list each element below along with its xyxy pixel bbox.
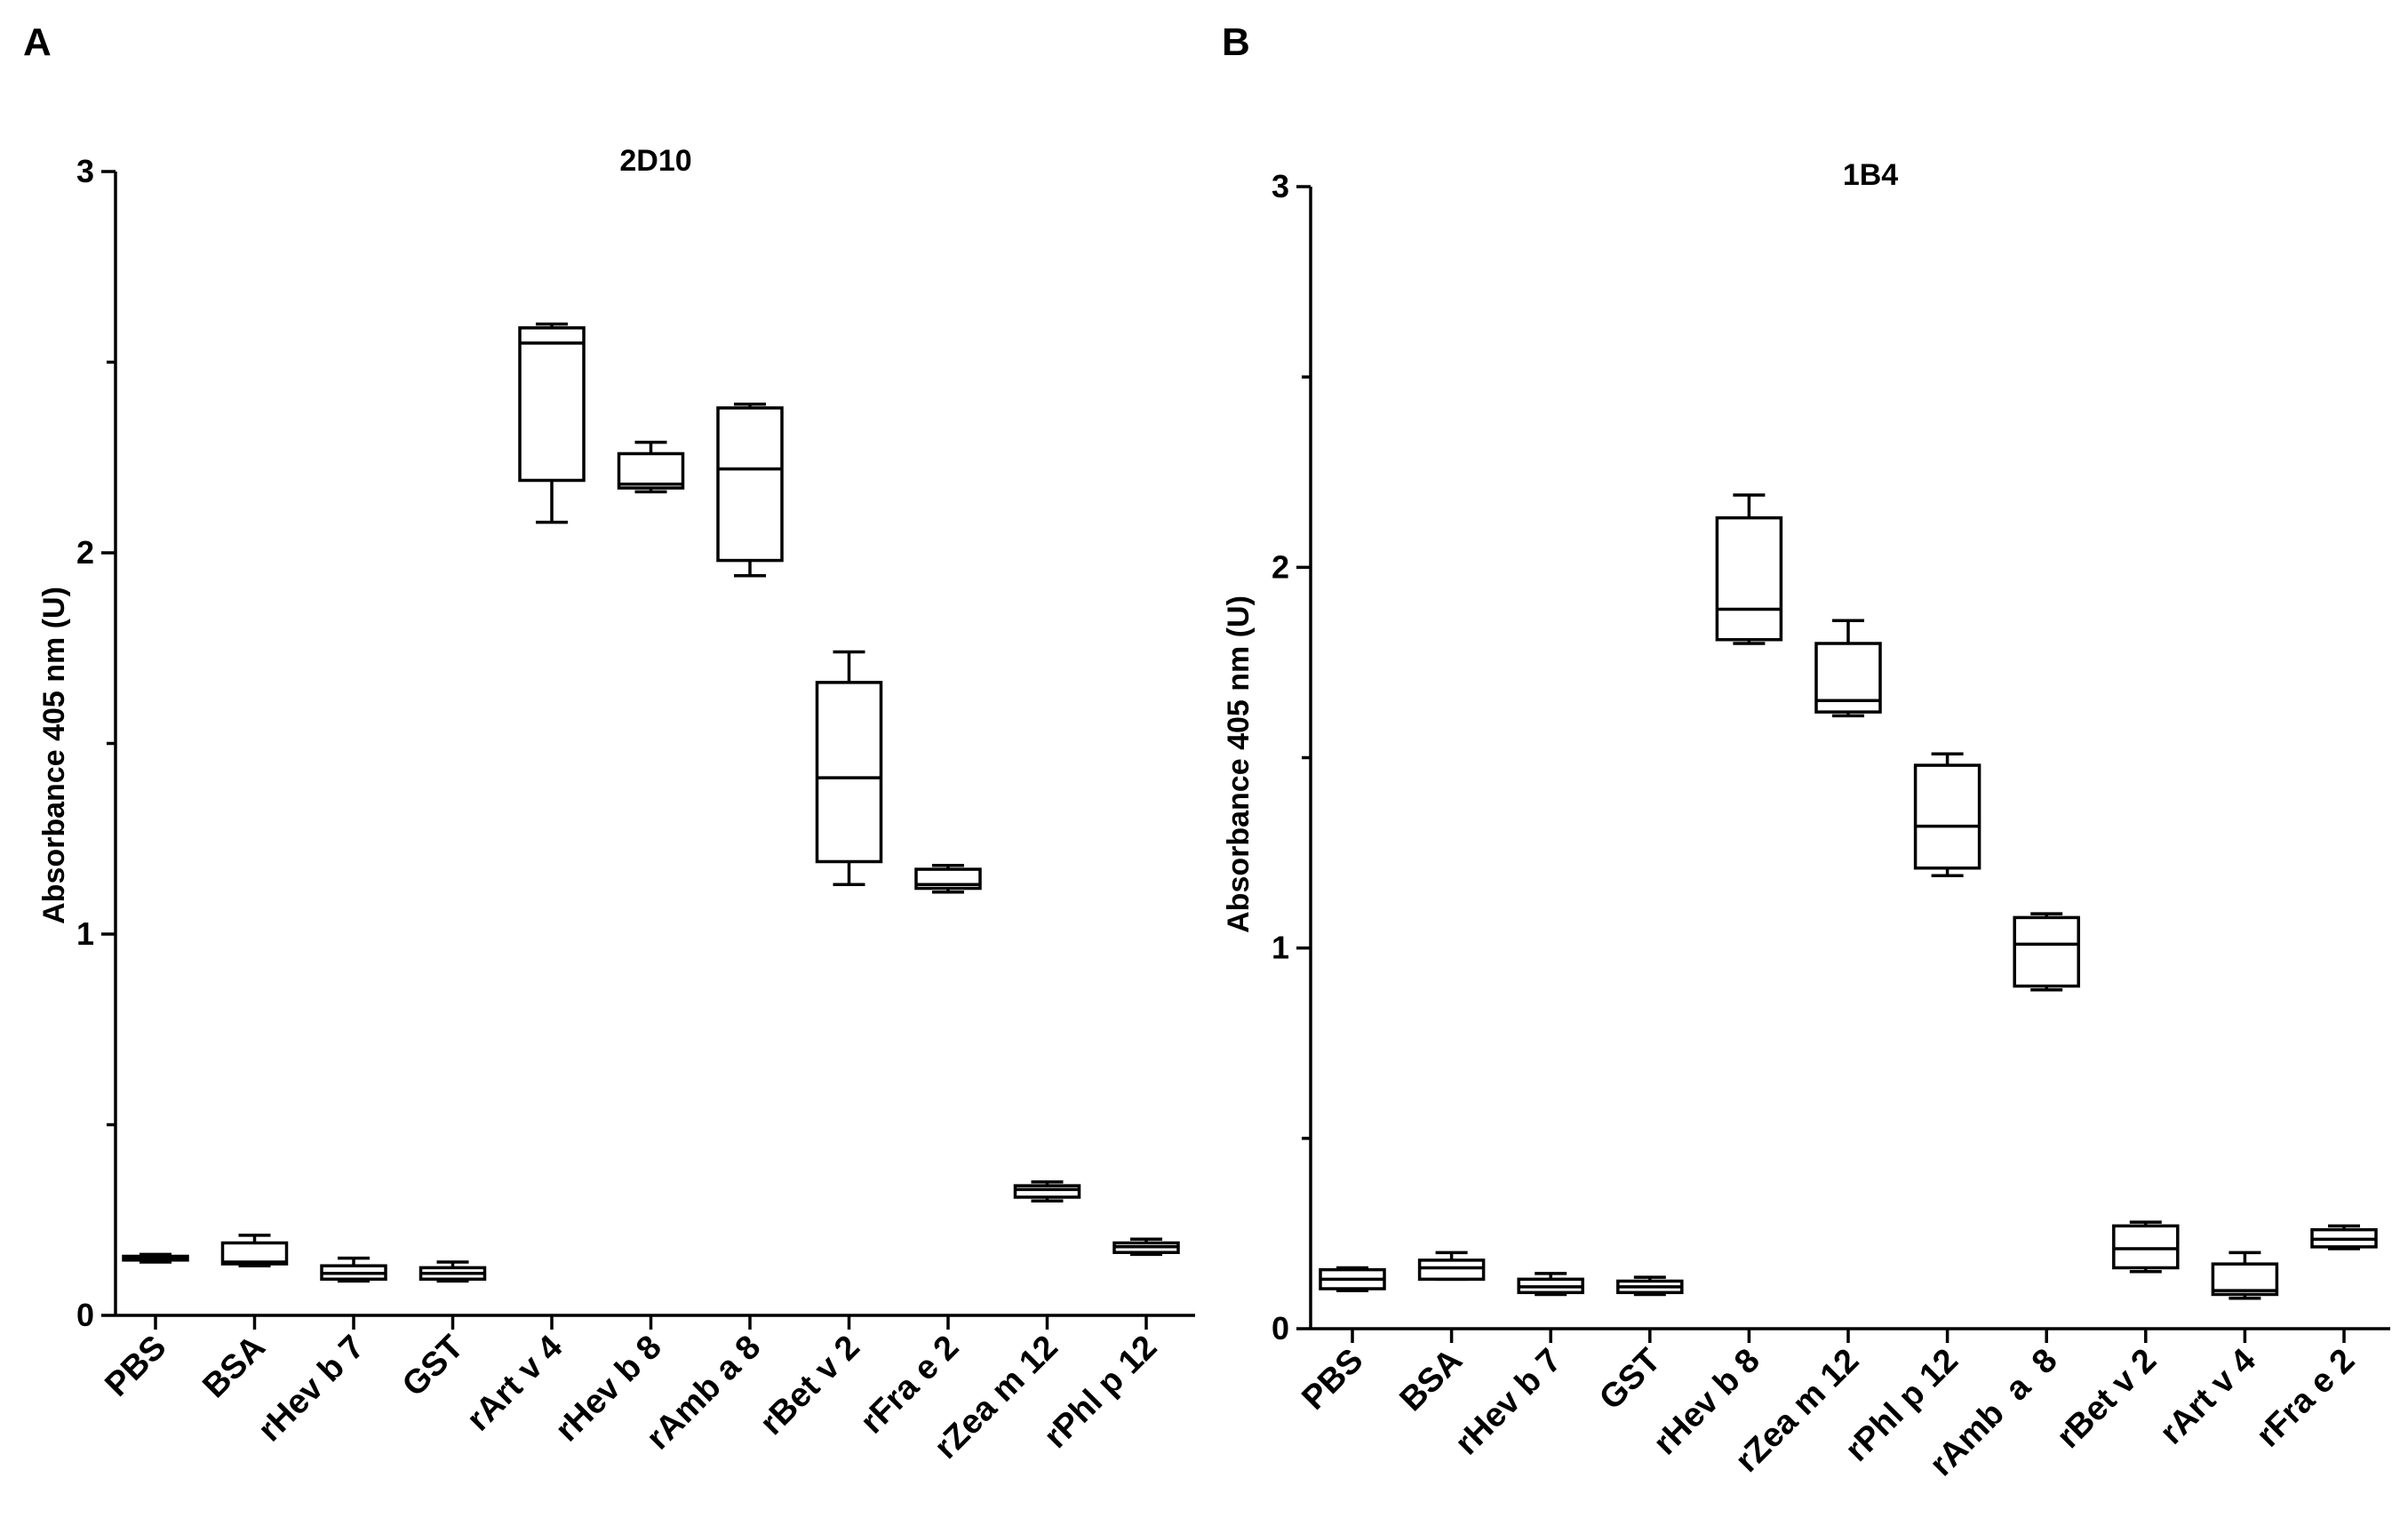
category-label: PBS — [98, 1329, 173, 1404]
iqr-box — [2112, 1224, 2180, 1270]
panel-b-title: 1B4 — [1843, 158, 1898, 192]
y-tick-label: 0 — [1272, 1310, 1289, 1346]
panel-b-letter: B — [1222, 20, 1250, 64]
y-tick-label: 1 — [76, 915, 94, 952]
box-plot — [1319, 1266, 1386, 1292]
box-plot — [1715, 493, 1783, 645]
panel-b-y-axis-label: Absorbance 405 nm (U) — [1222, 595, 1256, 933]
category-label: rBet v 2 — [2050, 1342, 2164, 1456]
box-plot — [1913, 752, 1981, 878]
iqr-box — [1013, 1184, 1081, 1199]
category-label: GST — [1592, 1342, 1668, 1418]
panel-b-y-ticks: 0 1 2 3 — [1272, 168, 1311, 1346]
box-plot — [220, 1234, 289, 1267]
category-label: PBS — [1295, 1342, 1370, 1418]
box-plot — [320, 1256, 387, 1283]
category-label: rHev b 7 — [251, 1329, 372, 1450]
y-tick-label: 2 — [1272, 548, 1289, 585]
box-plot — [518, 322, 586, 524]
iqr-box — [716, 406, 784, 563]
iqr-box — [2013, 915, 2080, 988]
box-plot — [2310, 1224, 2378, 1250]
iqr-box — [220, 1241, 289, 1266]
iqr-box — [815, 681, 883, 864]
iqr-box — [617, 451, 685, 490]
box-plot — [2013, 912, 2080, 992]
box-plot — [815, 650, 883, 886]
y-tick-label: 1 — [1272, 930, 1289, 966]
category-label: BSA — [195, 1329, 272, 1405]
y-tick-label: 3 — [1272, 168, 1289, 204]
panel-a: A 2D10 Absorbance 405 nm (U) 0 1 2 3 PBS BSA… — [23, 20, 1195, 1466]
panel-a-letter: A — [23, 20, 52, 64]
iqr-box — [1417, 1258, 1486, 1282]
box-plot — [122, 1252, 189, 1264]
panel-a-y-ticks: 0 1 2 3 — [76, 153, 116, 1333]
category-label: rBet v 2 — [753, 1329, 867, 1442]
box-plot — [1814, 619, 1882, 718]
box-plot — [419, 1260, 487, 1283]
category-label: BSA — [1393, 1342, 1470, 1418]
category-label: GST — [395, 1329, 471, 1404]
box-plot — [2211, 1250, 2279, 1300]
box-plot — [617, 440, 685, 494]
y-tick-label: 0 — [76, 1297, 94, 1333]
panel-b-x-ticks — [1351, 1329, 2346, 1343]
y-tick-label: 2 — [76, 534, 94, 571]
box-plot — [1112, 1237, 1180, 1257]
panel-a-boxes — [122, 322, 1180, 1283]
iqr-box — [518, 326, 586, 483]
panel-a-y-axis-label: Absorbance 405 nm (U) — [37, 587, 71, 924]
box-plot — [1013, 1180, 1081, 1203]
panel-a-x-ticks — [154, 1315, 1148, 1330]
category-label: rHev b 7 — [1448, 1342, 1569, 1463]
box-plot — [2112, 1220, 2180, 1274]
panel-b-boxes — [1319, 493, 2378, 1300]
category-label: rArt v 4 — [2153, 1342, 2263, 1452]
box-plot — [914, 864, 982, 894]
box-plot — [716, 402, 784, 578]
y-tick-label: 3 — [76, 153, 94, 189]
iqr-box — [1913, 763, 1981, 870]
category-label: rFra e 2 — [2250, 1342, 2363, 1455]
box-plot — [1517, 1272, 1584, 1297]
box-plot — [1417, 1250, 1486, 1282]
box-plot — [1616, 1275, 1684, 1297]
panel-a-title: 2D10 — [619, 144, 691, 178]
iqr-box — [1715, 515, 1783, 642]
